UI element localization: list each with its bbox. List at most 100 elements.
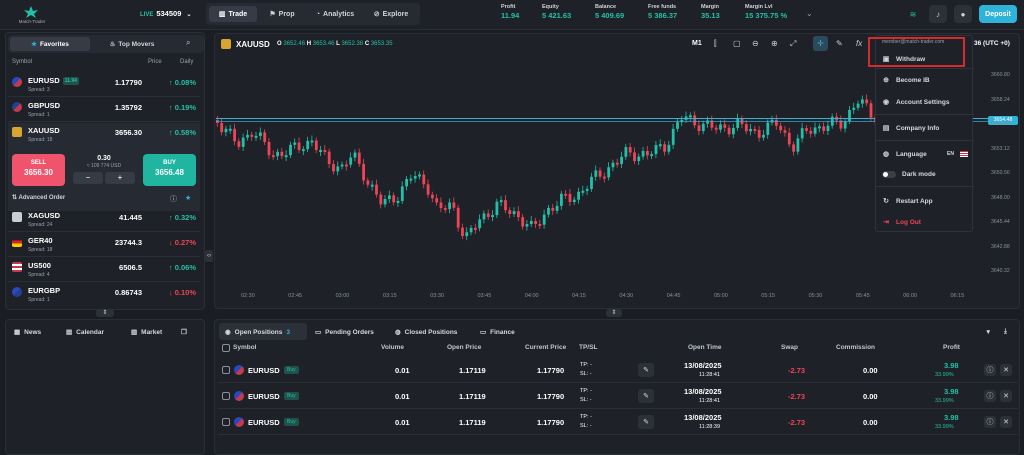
more-tabs-icon[interactable]: ❐: [181, 329, 187, 336]
filter-icon[interactable]: ▼: [985, 328, 992, 336]
menu-restart-app[interactable]: ↻ Restart App: [882, 197, 933, 206]
logo[interactable]: Match-Trader: [10, 6, 54, 26]
candle-type-icon[interactable]: ⫿: [714, 39, 717, 48]
info-icon[interactable]: ⓘ: [984, 390, 996, 402]
col-tp-sl[interactable]: TP/SL: [579, 344, 598, 351]
watchlist-row-eurusd[interactable]: EURUSD 11.94 Spread: 3 1.17790 ↑ 0.08%: [8, 73, 200, 97]
chart-symbol[interactable]: XAUUSD: [236, 40, 270, 49]
menu-become-ib[interactable]: ⊕ Become IB: [882, 76, 930, 85]
edit-pencil-icon[interactable]: ✎: [638, 363, 654, 377]
menu-language[interactable]: ◍ Language EN: [882, 150, 968, 158]
user-menu-button[interactable]: ●: [954, 5, 972, 23]
nav-prop[interactable]: ⚑ Prop: [259, 6, 305, 22]
row-checkbox[interactable]: [222, 366, 230, 374]
watchlist-row-eurgbp[interactable]: EURGBP Spread: 1 0.86743 ↓ 0.10%: [8, 283, 200, 307]
account-selector[interactable]: LIVE 534509 ⌄: [140, 9, 192, 18]
sell-button[interactable]: SELL 3656.30: [12, 154, 65, 186]
col-profit[interactable]: Profit: [943, 344, 960, 351]
col-open-price[interactable]: Open Price: [447, 344, 482, 351]
menu-log-out[interactable]: ⇥ Log Out: [882, 218, 921, 227]
advanced-order-toggle[interactable]: ⇅ Advanced Order: [12, 194, 65, 201]
candle: [783, 130, 787, 133]
indicators-fx-icon[interactable]: fx: [856, 39, 863, 48]
candle: [443, 208, 447, 211]
candle: [667, 144, 671, 152]
volume-increase-button[interactable]: +: [105, 172, 135, 184]
download-icon[interactable]: ⤓: [1004, 328, 1007, 335]
buy-button[interactable]: BUY 3656.48: [143, 154, 196, 186]
y-axis-tick: 3648.00: [991, 194, 1010, 201]
edit-pencil-icon[interactable]: ✎: [638, 389, 654, 403]
square-icon[interactable]: ▢: [733, 39, 741, 48]
col-commission[interactable]: Commission: [836, 344, 876, 351]
menu-dark-mode[interactable]: Dark mode: [882, 171, 936, 178]
nav-explore[interactable]: ⊘ Explore: [365, 6, 417, 22]
crosshair-icon[interactable]: ✛: [813, 36, 828, 51]
watchlist-row-us500[interactable]: US500 Spread: 4 6506.5 ↑ 0.06%: [8, 258, 200, 282]
zoom-in-icon[interactable]: ⊕: [771, 39, 778, 48]
fullscreen-icon[interactable]: ⤢: [790, 39, 797, 48]
tab-news[interactable]: ▦ News: [14, 325, 41, 339]
candlestick-chart[interactable]: [216, 55, 988, 291]
favorite-star-icon[interactable]: ★: [185, 195, 192, 202]
tab-calendar[interactable]: ▤ Calendar: [66, 325, 104, 339]
notifications-bell-icon[interactable]: ♪: [929, 5, 947, 23]
close-position-icon[interactable]: ✕: [1000, 416, 1012, 428]
tab-pending-orders[interactable]: ▭ Pending Orders: [315, 325, 374, 339]
position-row[interactable]: EURUSD Buy 0.01 1.17119 1.17790 TP: - SL…: [218, 357, 1018, 383]
y-axis-tick: 3645.44: [991, 219, 1010, 225]
position-current-price: 1.17790: [537, 392, 565, 401]
resize-handle-icon[interactable]: ⇕: [96, 309, 114, 317]
menu-account-settings[interactable]: ◉ Account Settings: [882, 98, 950, 107]
watchlist-row-ger40[interactable]: GER40 Spread: 18 23744.3 ↓ 0.27%: [8, 233, 200, 257]
edit-pencil-icon[interactable]: ✎: [638, 415, 654, 429]
volume-value[interactable]: 0.30: [97, 155, 111, 162]
menu-withdraw-label: Withdraw: [896, 55, 926, 63]
tab-market[interactable]: ▧ Market: [131, 325, 162, 339]
tab-closed-positions[interactable]: ◍ Closed Positions: [395, 325, 457, 339]
row-checkbox[interactable]: [222, 418, 230, 426]
search-icon[interactable]: ⌕: [186, 38, 191, 47]
col-symbol[interactable]: Symbol: [233, 344, 257, 351]
tab-favorites[interactable]: ★ Favorites: [10, 37, 90, 51]
tab-top-movers[interactable]: ♨ Top Movers: [92, 37, 172, 51]
chart-resize-handle-icon[interactable]: ⇕: [606, 309, 622, 317]
menu-withdraw[interactable]: ▣ Withdraw: [882, 55, 926, 64]
close-position-icon[interactable]: ✕: [1000, 390, 1012, 402]
volume-decrease-button[interactable]: −: [73, 172, 103, 184]
watchlist-row-xauusd[interactable]: XAUUSD Spread: 18 3656.30 ↑ 0.58%: [8, 123, 200, 147]
tab-finance[interactable]: ▭ Finance: [480, 325, 515, 339]
tab-open-positions[interactable]: ◉ Open Positions 3: [225, 325, 290, 339]
account-number: 534509: [156, 9, 182, 18]
top-bar: Match-Trader LIVE 534509 ⌄ ▥ Trade ⚑ Prop ◔…: [0, 0, 1024, 30]
nav-analytics[interactable]: ◔ Analytics: [307, 6, 363, 22]
draw-pen-icon[interactable]: ✎: [836, 39, 843, 48]
timeframe-selector[interactable]: M1: [692, 40, 702, 47]
col-open-time[interactable]: Open Time: [688, 344, 722, 351]
menu-company-info[interactable]: ▤ Company Info: [882, 124, 940, 133]
collapse-sidebar-icon[interactable]: ‹›: [205, 250, 213, 262]
info-icon[interactable]: ⓘ: [984, 364, 996, 376]
timezone-label[interactable]: 36 (UTC +0): [974, 40, 1010, 47]
zoom-out-icon[interactable]: ⊖: [752, 39, 759, 48]
select-all-checkbox[interactable]: [222, 344, 230, 352]
position-row[interactable]: EURUSD Buy 0.01 1.17119 1.17790 TP: - SL…: [218, 409, 1018, 435]
col-volume[interactable]: Volume: [381, 344, 404, 351]
info-icon[interactable]: ⓘ: [170, 196, 177, 203]
row-checkbox[interactable]: [222, 392, 230, 400]
stat-label: Free funds: [648, 4, 677, 10]
col-swap[interactable]: Swap: [781, 344, 798, 351]
nav-trade[interactable]: ▥ Trade: [209, 6, 257, 22]
close-position-icon[interactable]: ✕: [1000, 364, 1012, 376]
toggle-icon[interactable]: [882, 171, 896, 178]
watchlist-row-gbpusd[interactable]: GBPUSD Spread: 1 1.35792 ↑ 0.19%: [8, 98, 200, 122]
watchlist-row-xagusd[interactable]: XAGUSD Spread: 24 41.445 ↑ 0.32%: [8, 208, 200, 232]
deposit-button[interactable]: Deposit: [979, 5, 1017, 23]
candle: [250, 134, 254, 137]
col-current-price[interactable]: Current Price: [525, 344, 567, 351]
position-row[interactable]: EURUSD Buy 0.01 1.17119 1.17790 TP: - SL…: [218, 383, 1018, 409]
stats-expand-chevron-icon[interactable]: ⌄: [806, 9, 813, 18]
tab-top-movers-label: Top Movers: [118, 40, 155, 48]
x-axis-tick: 04:00: [524, 293, 539, 299]
info-icon[interactable]: ⓘ: [984, 416, 996, 428]
